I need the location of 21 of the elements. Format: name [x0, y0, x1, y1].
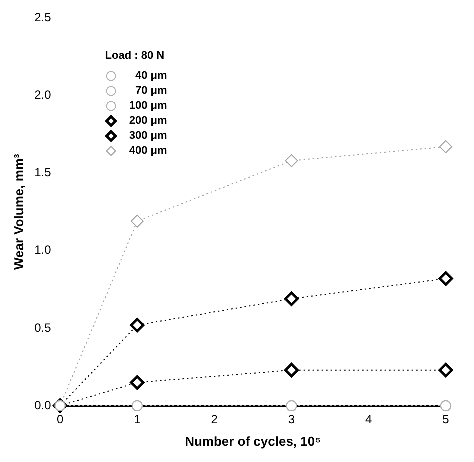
legend-label: 70 μm: [135, 85, 168, 98]
x-tick-label: 0: [56, 412, 64, 427]
y-tick-label: 0.5: [34, 320, 52, 335]
legend-label: 400 μm: [129, 145, 168, 158]
y-tick-label: 2.5: [34, 10, 52, 25]
legend-label: 200 μm: [129, 115, 168, 128]
legend-label: 100 μm: [129, 100, 168, 112]
x-tick-label: 1: [134, 412, 142, 427]
x-tick-label: 4: [366, 412, 373, 427]
x-axis-title: Number of cycles, 10⁵: [185, 434, 322, 449]
x-tick-label: 2: [211, 412, 218, 427]
x-tick-label: 3: [288, 412, 296, 427]
y-axis-title: Wear Volume, mm³: [11, 154, 26, 270]
y-tick-label: 2.0: [34, 88, 52, 102]
legend-label: 300 μm: [129, 130, 168, 142]
y-tick-label: 0.0: [34, 398, 52, 412]
x-tick-label: 5: [442, 412, 450, 427]
y-tick-label: 1.5: [34, 166, 52, 180]
legend-title: Load : 80 N: [105, 50, 165, 62]
y-tick-label: 1.0: [34, 243, 52, 258]
legend-label: 40 μm: [135, 70, 168, 82]
